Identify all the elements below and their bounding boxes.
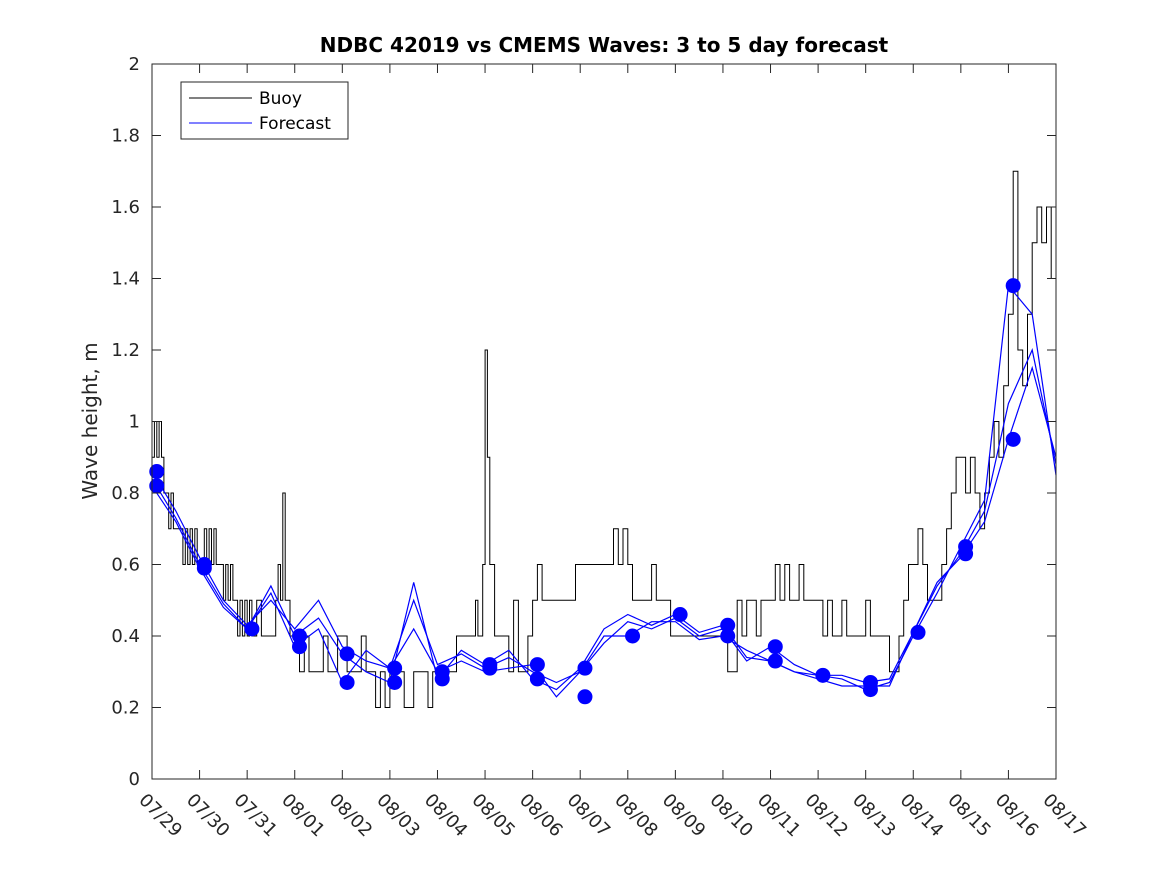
forecast-point	[1005, 278, 1021, 294]
forecast-point	[577, 660, 593, 676]
legend: Buoy Forecast	[180, 81, 349, 140]
forecast-point	[815, 667, 831, 683]
forecast-point	[767, 653, 783, 669]
legend-box	[180, 81, 349, 140]
forecast-point	[958, 546, 974, 562]
forecast-point	[529, 657, 545, 673]
forecast-point	[577, 689, 593, 705]
forecast-point	[625, 628, 641, 644]
forecast-point	[672, 607, 688, 623]
forecast-line-0	[151, 365, 1057, 684]
y-tick-label: 1	[129, 412, 140, 433]
forecast-point	[720, 628, 736, 644]
y-tick-label: 0.6	[111, 555, 140, 576]
y-tick-label: 1.4	[111, 269, 140, 290]
series-layer	[149, 170, 1057, 708]
forecast-point	[339, 646, 355, 662]
forecast-point	[767, 639, 783, 655]
forecast-point	[387, 674, 403, 690]
y-tick-label: 0.2	[111, 698, 140, 719]
forecast-point	[196, 560, 212, 576]
forecast-point	[244, 621, 260, 637]
y-tick-label: 0.4	[111, 626, 140, 647]
forecast-point	[387, 660, 403, 676]
forecast-point	[482, 660, 498, 676]
forecast-point	[1005, 431, 1021, 447]
buoy-line	[152, 170, 1057, 708]
y-tick-label: 0.8	[111, 483, 140, 504]
forecast-point	[862, 682, 878, 698]
forecast-point	[291, 639, 307, 655]
y-tick-label: 1.2	[111, 340, 140, 361]
forecast-point	[910, 624, 926, 640]
forecast-point	[529, 671, 545, 687]
forecast-point	[339, 674, 355, 690]
y-tick-label: 0	[129, 769, 140, 790]
y-tick-label: 2	[129, 54, 140, 75]
legend-forecast-label: Forecast	[259, 114, 331, 134]
y-tick-label: 1.6	[111, 197, 140, 218]
y-axis-label: Wave height, m	[78, 342, 102, 499]
forecast-point	[434, 671, 450, 687]
plot-area	[152, 64, 1056, 779]
chart-title: NDBC 42019 vs CMEMS Waves: 3 to 5 day fo…	[320, 33, 889, 57]
y-tick-label: 1.8	[111, 126, 140, 147]
legend-buoy-label: Buoy	[259, 89, 302, 109]
